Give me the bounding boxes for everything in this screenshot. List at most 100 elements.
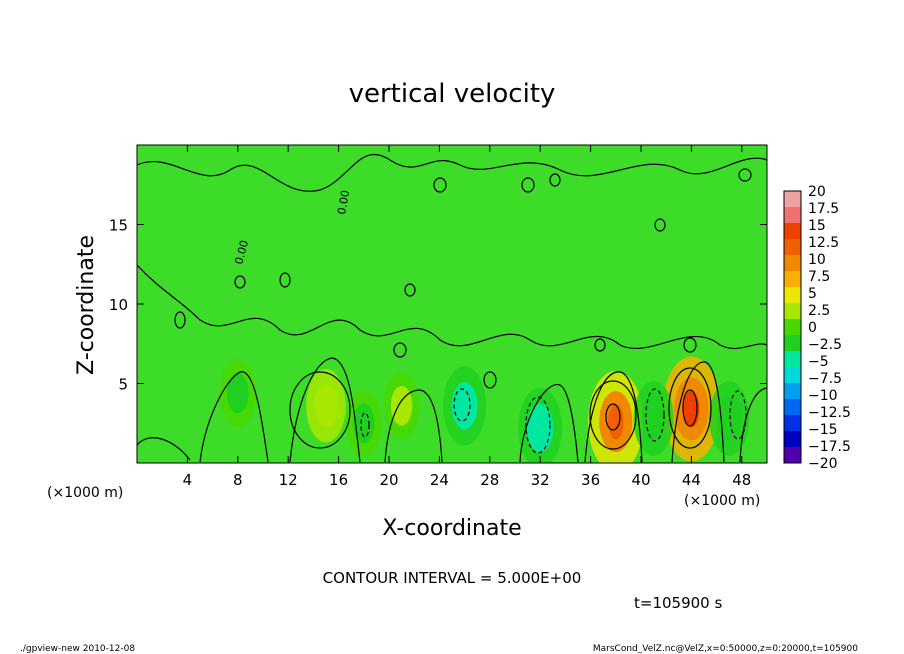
contour-positive-cell (668, 367, 712, 449)
colorbar-swatch (784, 287, 801, 304)
colorbar-label: −10 (808, 388, 838, 404)
colorbar-swatch (784, 415, 801, 432)
contour-small-loop (234, 275, 246, 289)
colorbar-swatch (784, 271, 801, 288)
contour-small-loop (433, 177, 447, 193)
colorbar-label: −20 (808, 456, 838, 472)
contour-small-loop (483, 371, 497, 389)
x-axis-label: X-coordinate (382, 516, 521, 541)
velocity-cell-core (451, 382, 478, 430)
contour-lines (137, 153, 767, 463)
velocity-cell-core (226, 372, 249, 414)
contour-label: 0.00 (335, 189, 352, 215)
contour-negative-cell (645, 388, 665, 442)
colorbar-swatch (784, 255, 801, 272)
contour-negative-cell (453, 388, 471, 422)
colorbar-swatch (784, 367, 801, 384)
chart-title: vertical velocity (349, 79, 556, 109)
colorbar-label: 17.5 (808, 201, 839, 217)
y-axis: 5 10 15 (109, 217, 767, 394)
colorbar-swatch (784, 239, 801, 256)
colorbar-label: 12.5 (808, 235, 839, 251)
colorbar-swatch (784, 207, 801, 224)
colorbar-label: 10 (808, 252, 826, 268)
contour-zero-upper (137, 153, 767, 192)
x-tick-label: 16 (329, 471, 348, 489)
colorbar-label: 20 (808, 184, 826, 200)
contour-small-loop (404, 283, 416, 297)
colorbar-label: 5 (808, 286, 817, 302)
contour-small-loop (174, 311, 186, 329)
colorbar-swatch (784, 191, 801, 208)
contour-small-loop (279, 272, 291, 288)
contour-small-loop (594, 338, 606, 352)
colorbar-swatch (784, 303, 801, 320)
x-tick-label: 32 (531, 471, 550, 489)
colorbar: 2017.51512.5107.552.50−2.5−5−7.5−10−12.5… (783, 184, 851, 472)
colorbar-swatch (784, 383, 801, 400)
contour-label: 0.00 (232, 239, 251, 266)
contour-negative-cell (360, 412, 370, 438)
colorbar-swatch (784, 223, 801, 240)
colorbar-label: −5 (808, 354, 829, 370)
contour-interval-text: CONTOUR INTERVAL = 5.000E+00 (323, 569, 582, 587)
time-text: t=105900 s (634, 594, 722, 612)
contour-negative-cell (729, 390, 747, 440)
velocity-cell-core (641, 396, 666, 441)
colorbar-label: 2.5 (808, 303, 830, 319)
x-unit-left: (×1000 m) (47, 485, 123, 501)
velocity-cell-core (353, 403, 375, 444)
colorbar-label: 15 (808, 218, 826, 234)
velocity-cell-peak (608, 403, 624, 440)
x-tick-label: 4 (183, 471, 193, 489)
colorbar-swatch (784, 431, 801, 448)
colorbar-swatch (784, 319, 801, 336)
colorbar-label: 0 (808, 320, 817, 336)
colorbar-label: 7.5 (808, 269, 830, 285)
footer-right: MarsCond_VelZ.nc@VelZ,x=0:50000,z=0:2000… (593, 644, 858, 654)
velocity-cell-core (717, 396, 742, 441)
colorbar-swatch (784, 399, 801, 416)
x-tick-label: 24 (430, 471, 449, 489)
contour-positive-cell (682, 389, 698, 427)
velocity-cell-core (314, 383, 338, 428)
colorbar-label: −12.5 (808, 405, 851, 421)
colorbar-label: −7.5 (808, 371, 842, 387)
x-tick-label: 40 (631, 471, 650, 489)
y-tick-label: 10 (109, 296, 128, 314)
x-tick-label: 20 (379, 471, 398, 489)
contour-small-loop (393, 342, 407, 358)
contour-small-loop (521, 177, 535, 193)
contour-zero-lower (137, 357, 767, 463)
colorbar-swatch (784, 351, 801, 368)
y-tick-label: 15 (109, 217, 128, 235)
contour-small-loop (738, 168, 752, 182)
x-tick-label: 28 (480, 471, 499, 489)
contour-negative-cell (525, 396, 551, 454)
colorbar-label: −17.5 (808, 439, 851, 455)
x-tick-label: 12 (279, 471, 298, 489)
x-tick-label: 48 (732, 471, 751, 489)
x-tick-label: 8 (233, 471, 243, 489)
colorbar-label: −15 (808, 422, 838, 438)
colorbar-frame (783, 190, 802, 464)
x-tick-label: 44 (682, 471, 701, 489)
contour-small-loop (683, 337, 697, 353)
x-unit-right: (×1000 m) (684, 493, 760, 509)
contour-positive-cell (289, 371, 351, 449)
y-axis-label: Z-coordinate (74, 235, 99, 375)
colorbar-swatch (784, 447, 801, 464)
contour-small-loop (654, 218, 666, 232)
colorbar-label: −2.5 (808, 337, 842, 353)
contour-positive-cell (589, 380, 637, 450)
x-axis: 4 8 12 16 20 24 28 32 36 40 44 48 (183, 145, 751, 489)
colorbar-swatch (784, 335, 801, 352)
contour-small-loop (549, 173, 561, 187)
footer-left: ./gpview-new 2010-12-08 (20, 644, 135, 654)
y-tick-label: 5 (118, 376, 128, 394)
velocity-cell-core (390, 385, 413, 426)
plot-area: 0.00 0.00 (137, 145, 767, 463)
velocity-cell-core (527, 403, 554, 453)
contour-zero-middle (137, 264, 767, 350)
